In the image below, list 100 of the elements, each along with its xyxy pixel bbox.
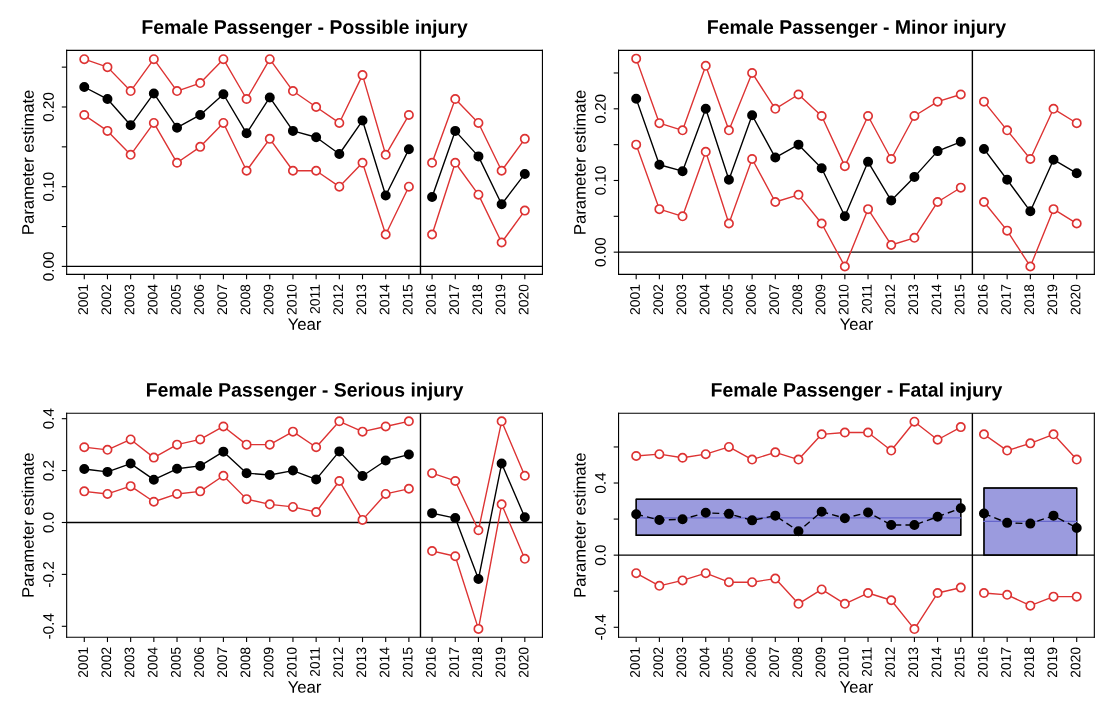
x-axis-title: Year [839, 681, 874, 693]
x-tick-label: 2009 [263, 284, 274, 315]
x-tick-label: 2001 [630, 284, 640, 315]
x-tick-label: 2012 [333, 647, 344, 678]
y-tick-label: 0.4 [43, 408, 54, 429]
x-tick-label: 2011 [861, 284, 872, 314]
x-tick-label: 2001 [630, 647, 640, 678]
x-tick-label: 2003 [124, 647, 135, 678]
y-tick-label: 0.4 [595, 472, 606, 494]
x-tick-label: 2013 [908, 647, 919, 678]
x-tick-label: 2005 [170, 284, 181, 315]
x-tick-label: 2011 [310, 284, 320, 314]
x-tick-label: 2018 [1024, 647, 1035, 678]
y-tick-label: 0.20 [595, 94, 606, 124]
x-tick-label: 2015 [954, 647, 965, 678]
x-tick-label: 2014 [931, 284, 942, 315]
x-tick-label: 2004 [147, 284, 158, 315]
x-tick-label: 2001 [78, 647, 89, 678]
x-tick-label: 2008 [240, 284, 251, 315]
x-tick-label: 2017 [1001, 647, 1011, 678]
x-tick-label: 2009 [263, 647, 274, 678]
x-tick-label: 2007 [217, 284, 228, 315]
x-tick-label: 2007 [769, 284, 780, 315]
x-tick-label: 2016 [977, 284, 988, 315]
x-tick-label: 2019 [495, 647, 506, 678]
x-tick-label: 2006 [746, 647, 756, 678]
x-tick-label: 2010 [286, 647, 297, 678]
x-tick-label: 2004 [699, 284, 710, 315]
y-axis-title: Parameter estimate [21, 453, 34, 597]
x-tick-label: 2011 [310, 647, 320, 677]
y-axis-title: Parameter estimate [21, 90, 34, 234]
y-axis-title: Parameter estimate [573, 90, 586, 234]
x-tick-label: 2012 [333, 284, 344, 315]
x-axis-title: Year [839, 318, 874, 331]
x-tick-label: 2014 [379, 647, 390, 678]
x-tick-label: 2019 [1047, 647, 1058, 678]
x-tick-label: 2010 [838, 647, 849, 678]
x-tick-label: 2003 [124, 284, 135, 315]
x-tick-label: 2003 [676, 284, 687, 315]
x-tick-label: 2008 [792, 647, 803, 678]
x-tick-label: 2004 [147, 647, 158, 678]
x-tick-label: 2005 [722, 647, 733, 678]
x-tick-label: 2013 [356, 284, 367, 315]
x-tick-label: 2016 [425, 284, 436, 315]
x-tick-label: 2018 [472, 647, 483, 678]
x-tick-label: 2003 [676, 647, 687, 678]
y-tick-label: -0.2 [43, 562, 54, 587]
x-tick-label: 2009 [815, 647, 826, 678]
x-tick-label: 2008 [792, 284, 803, 315]
y-tick-label: 0.0 [43, 512, 54, 533]
y-tick-label: -0.4 [595, 614, 606, 640]
y-tick-label: 0.20 [43, 92, 54, 122]
x-tick-label: 2019 [495, 284, 506, 315]
x-tick-label: 2014 [931, 647, 942, 678]
x-tick-label: 2002 [101, 647, 112, 678]
x-tick-label: 2007 [217, 647, 228, 678]
x-tick-label: 2012 [885, 284, 895, 315]
x-tick-label: 2002 [653, 284, 664, 315]
x-tick-label: 2010 [286, 284, 297, 315]
x-tick-label: 2010 [838, 284, 849, 315]
x-tick-label: 2020 [1070, 284, 1081, 315]
y-tick-label: 0.00 [595, 237, 606, 267]
x-tick-label: 2020 [518, 284, 529, 315]
x-tick-label: 2004 [699, 647, 710, 678]
x-tick-label: 2008 [240, 647, 251, 678]
x-tick-label: 2006 [194, 647, 204, 678]
x-tick-label: 2018 [1024, 284, 1035, 315]
y-tick-label: 0.10 [595, 166, 606, 195]
x-tick-label: 2014 [379, 284, 390, 315]
x-tick-label: 2020 [518, 647, 529, 678]
x-tick-label: 2020 [1070, 647, 1081, 678]
chart-title: Female Passenger - Serious injury [147, 382, 464, 401]
y-tick-label: 0.00 [43, 252, 54, 281]
x-tick-label: 2002 [101, 284, 112, 315]
x-tick-label: 2001 [78, 284, 89, 315]
y-tick-label: 0.10 [43, 172, 54, 201]
x-tick-label: 2005 [722, 284, 733, 315]
x-tick-label: 2005 [170, 647, 181, 678]
x-tick-label: 2006 [194, 284, 204, 315]
x-tick-label: 2018 [472, 284, 483, 315]
chart-title: Female Passenger - Fatal injury [711, 382, 1003, 401]
y-tick-label: 0.2 [43, 460, 54, 481]
x-tick-label: 2017 [449, 284, 459, 315]
x-axis-title: Year [288, 318, 322, 331]
x-tick-label: 2012 [885, 647, 895, 678]
x-tick-label: 2007 [769, 647, 780, 678]
y-axis-title: Parameter estimate [573, 453, 586, 597]
x-tick-label: 2019 [1047, 284, 1058, 315]
y-tick-label: 0.0 [595, 545, 606, 566]
x-tick-label: 2009 [815, 284, 826, 315]
x-tick-label: 2011 [861, 647, 872, 677]
x-tick-label: 2006 [746, 284, 756, 315]
x-tick-label: 2015 [402, 284, 413, 315]
x-tick-label: 2017 [1001, 284, 1011, 315]
x-tick-label: 2013 [356, 647, 367, 678]
x-tick-label: 2015 [402, 647, 413, 678]
chart-title: Female Passenger - Minor injury [708, 19, 1007, 38]
x-tick-label: 2017 [449, 647, 459, 678]
x-tick-label: 2013 [908, 284, 919, 315]
x-tick-label: 2015 [954, 284, 965, 315]
